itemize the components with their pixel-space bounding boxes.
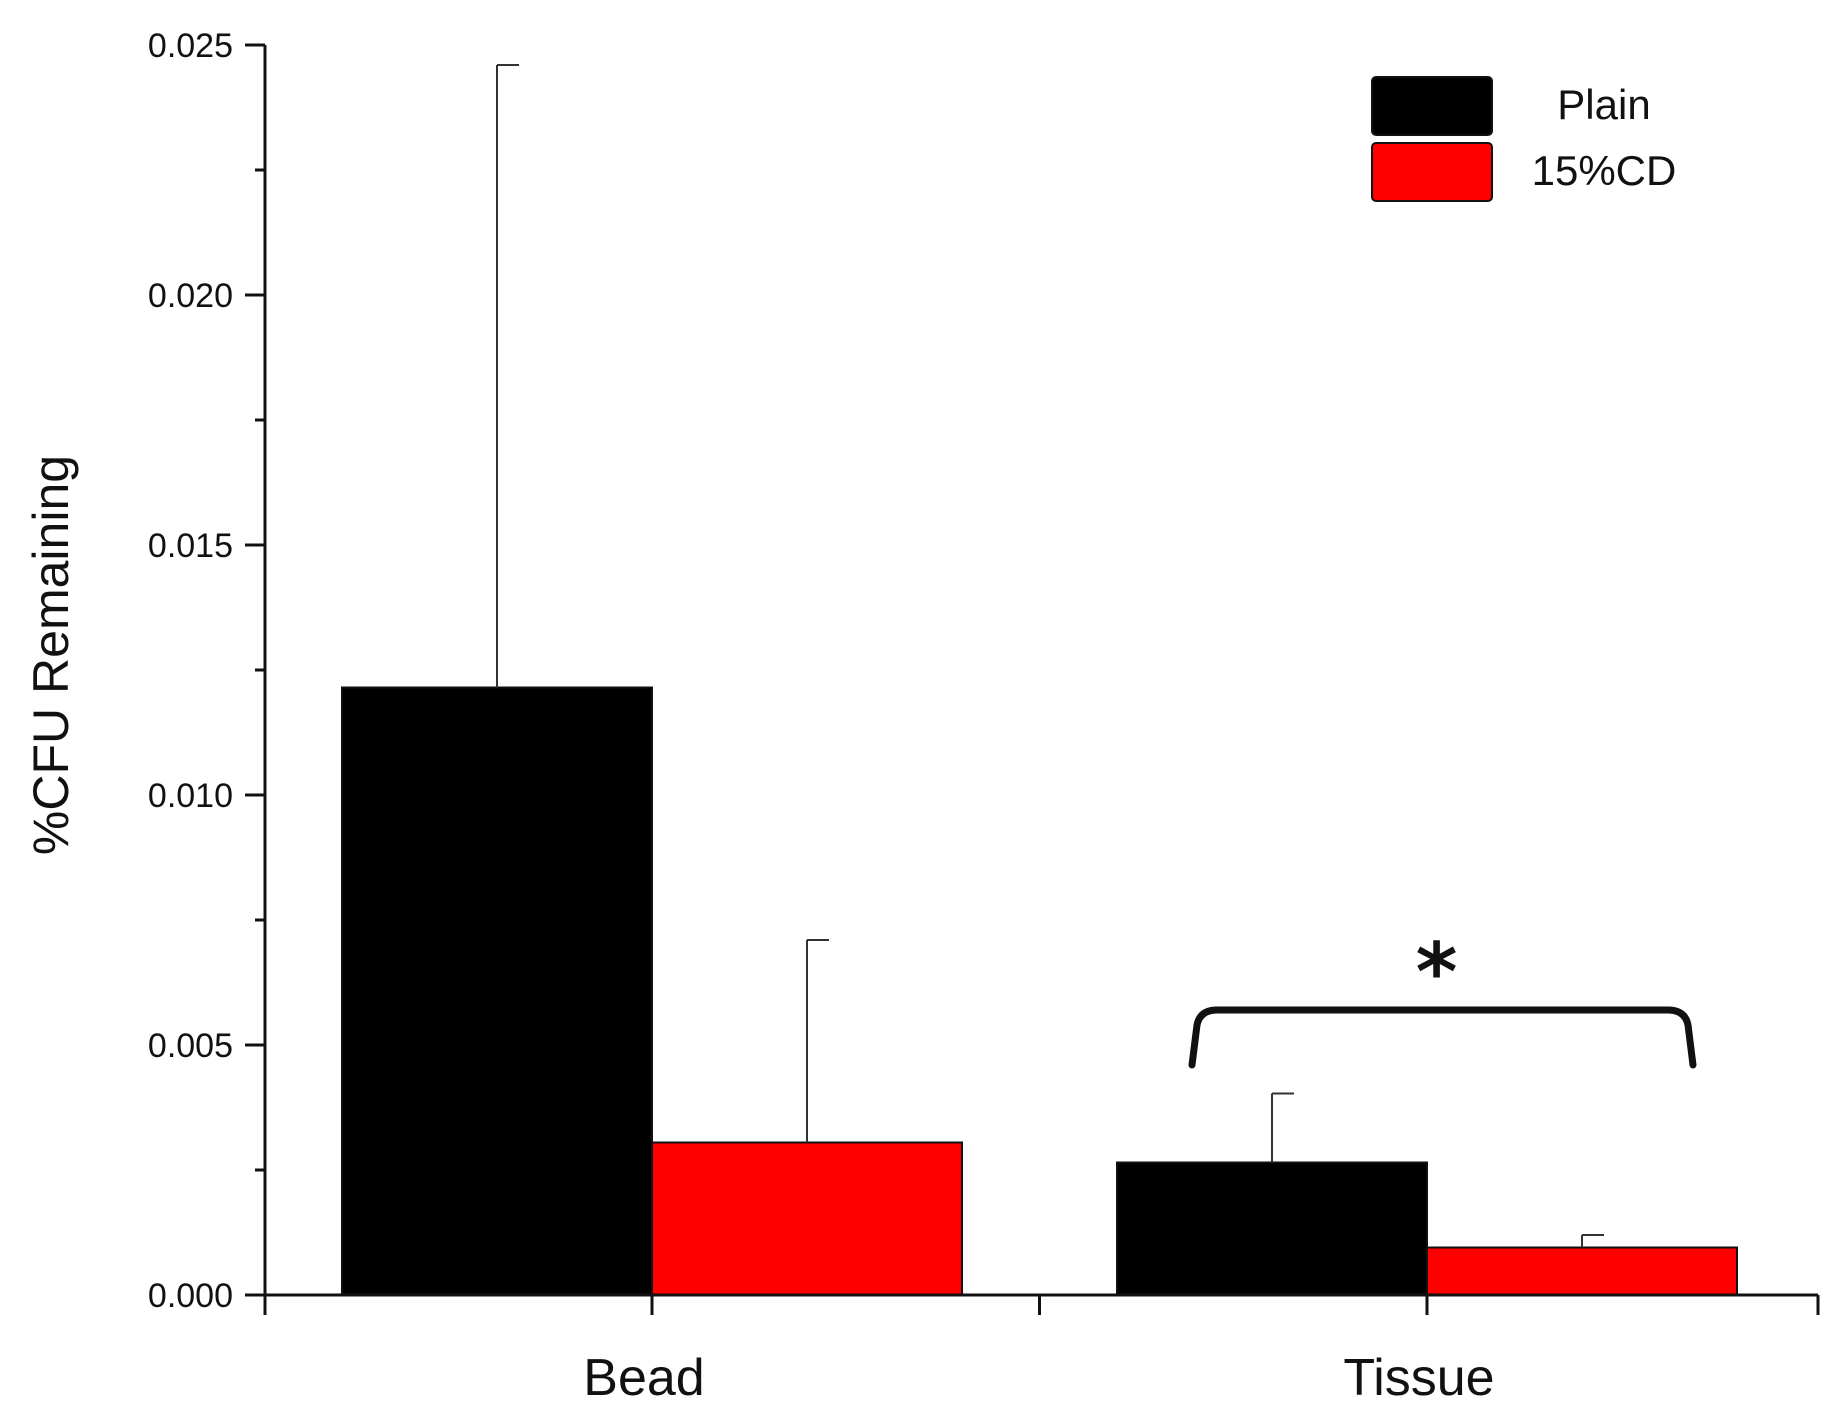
significance-bracket bbox=[1188, 1006, 1697, 1069]
legend-swatch-plain bbox=[1371, 76, 1493, 136]
x-tick-label-tissue: Tissue bbox=[1343, 1349, 1494, 1407]
significance-asterisk: * bbox=[1416, 926, 1458, 1019]
bar-tissue-plain bbox=[1116, 1161, 1428, 1296]
x-tick-label-bead: Bead bbox=[583, 1349, 704, 1407]
y-axis-title: %CFU Remaining bbox=[23, 455, 79, 855]
y-tick-label: 0.010 bbox=[148, 777, 233, 815]
bar-tissue-15cd bbox=[1426, 1246, 1738, 1296]
bars-layer bbox=[341, 686, 1738, 1296]
legend-label-15cd: 15%CD bbox=[1532, 147, 1677, 194]
legend-label-plain: Plain bbox=[1557, 81, 1650, 128]
bar-bead-15cd bbox=[651, 1141, 963, 1296]
y-tick-label: 0.020 bbox=[148, 277, 233, 315]
legend: Plain 15%CD bbox=[1371, 76, 1677, 202]
error-bars-layer bbox=[496, 64, 1604, 1248]
y-tick-label: 0.005 bbox=[148, 1027, 233, 1065]
legend-swatch-15cd bbox=[1371, 142, 1493, 202]
y-tick-label: 0.000 bbox=[148, 1277, 233, 1315]
annotations-layer: * bbox=[1188, 926, 1697, 1069]
bar-bead-plain bbox=[341, 686, 653, 1296]
y-tick-label: 0.025 bbox=[148, 27, 233, 65]
axes-layer: 0.000 0.005 0.010 0.015 0.020 0.025 Bead Tissue bbox=[148, 27, 1820, 1407]
y-tick-label: 0.015 bbox=[148, 527, 233, 565]
